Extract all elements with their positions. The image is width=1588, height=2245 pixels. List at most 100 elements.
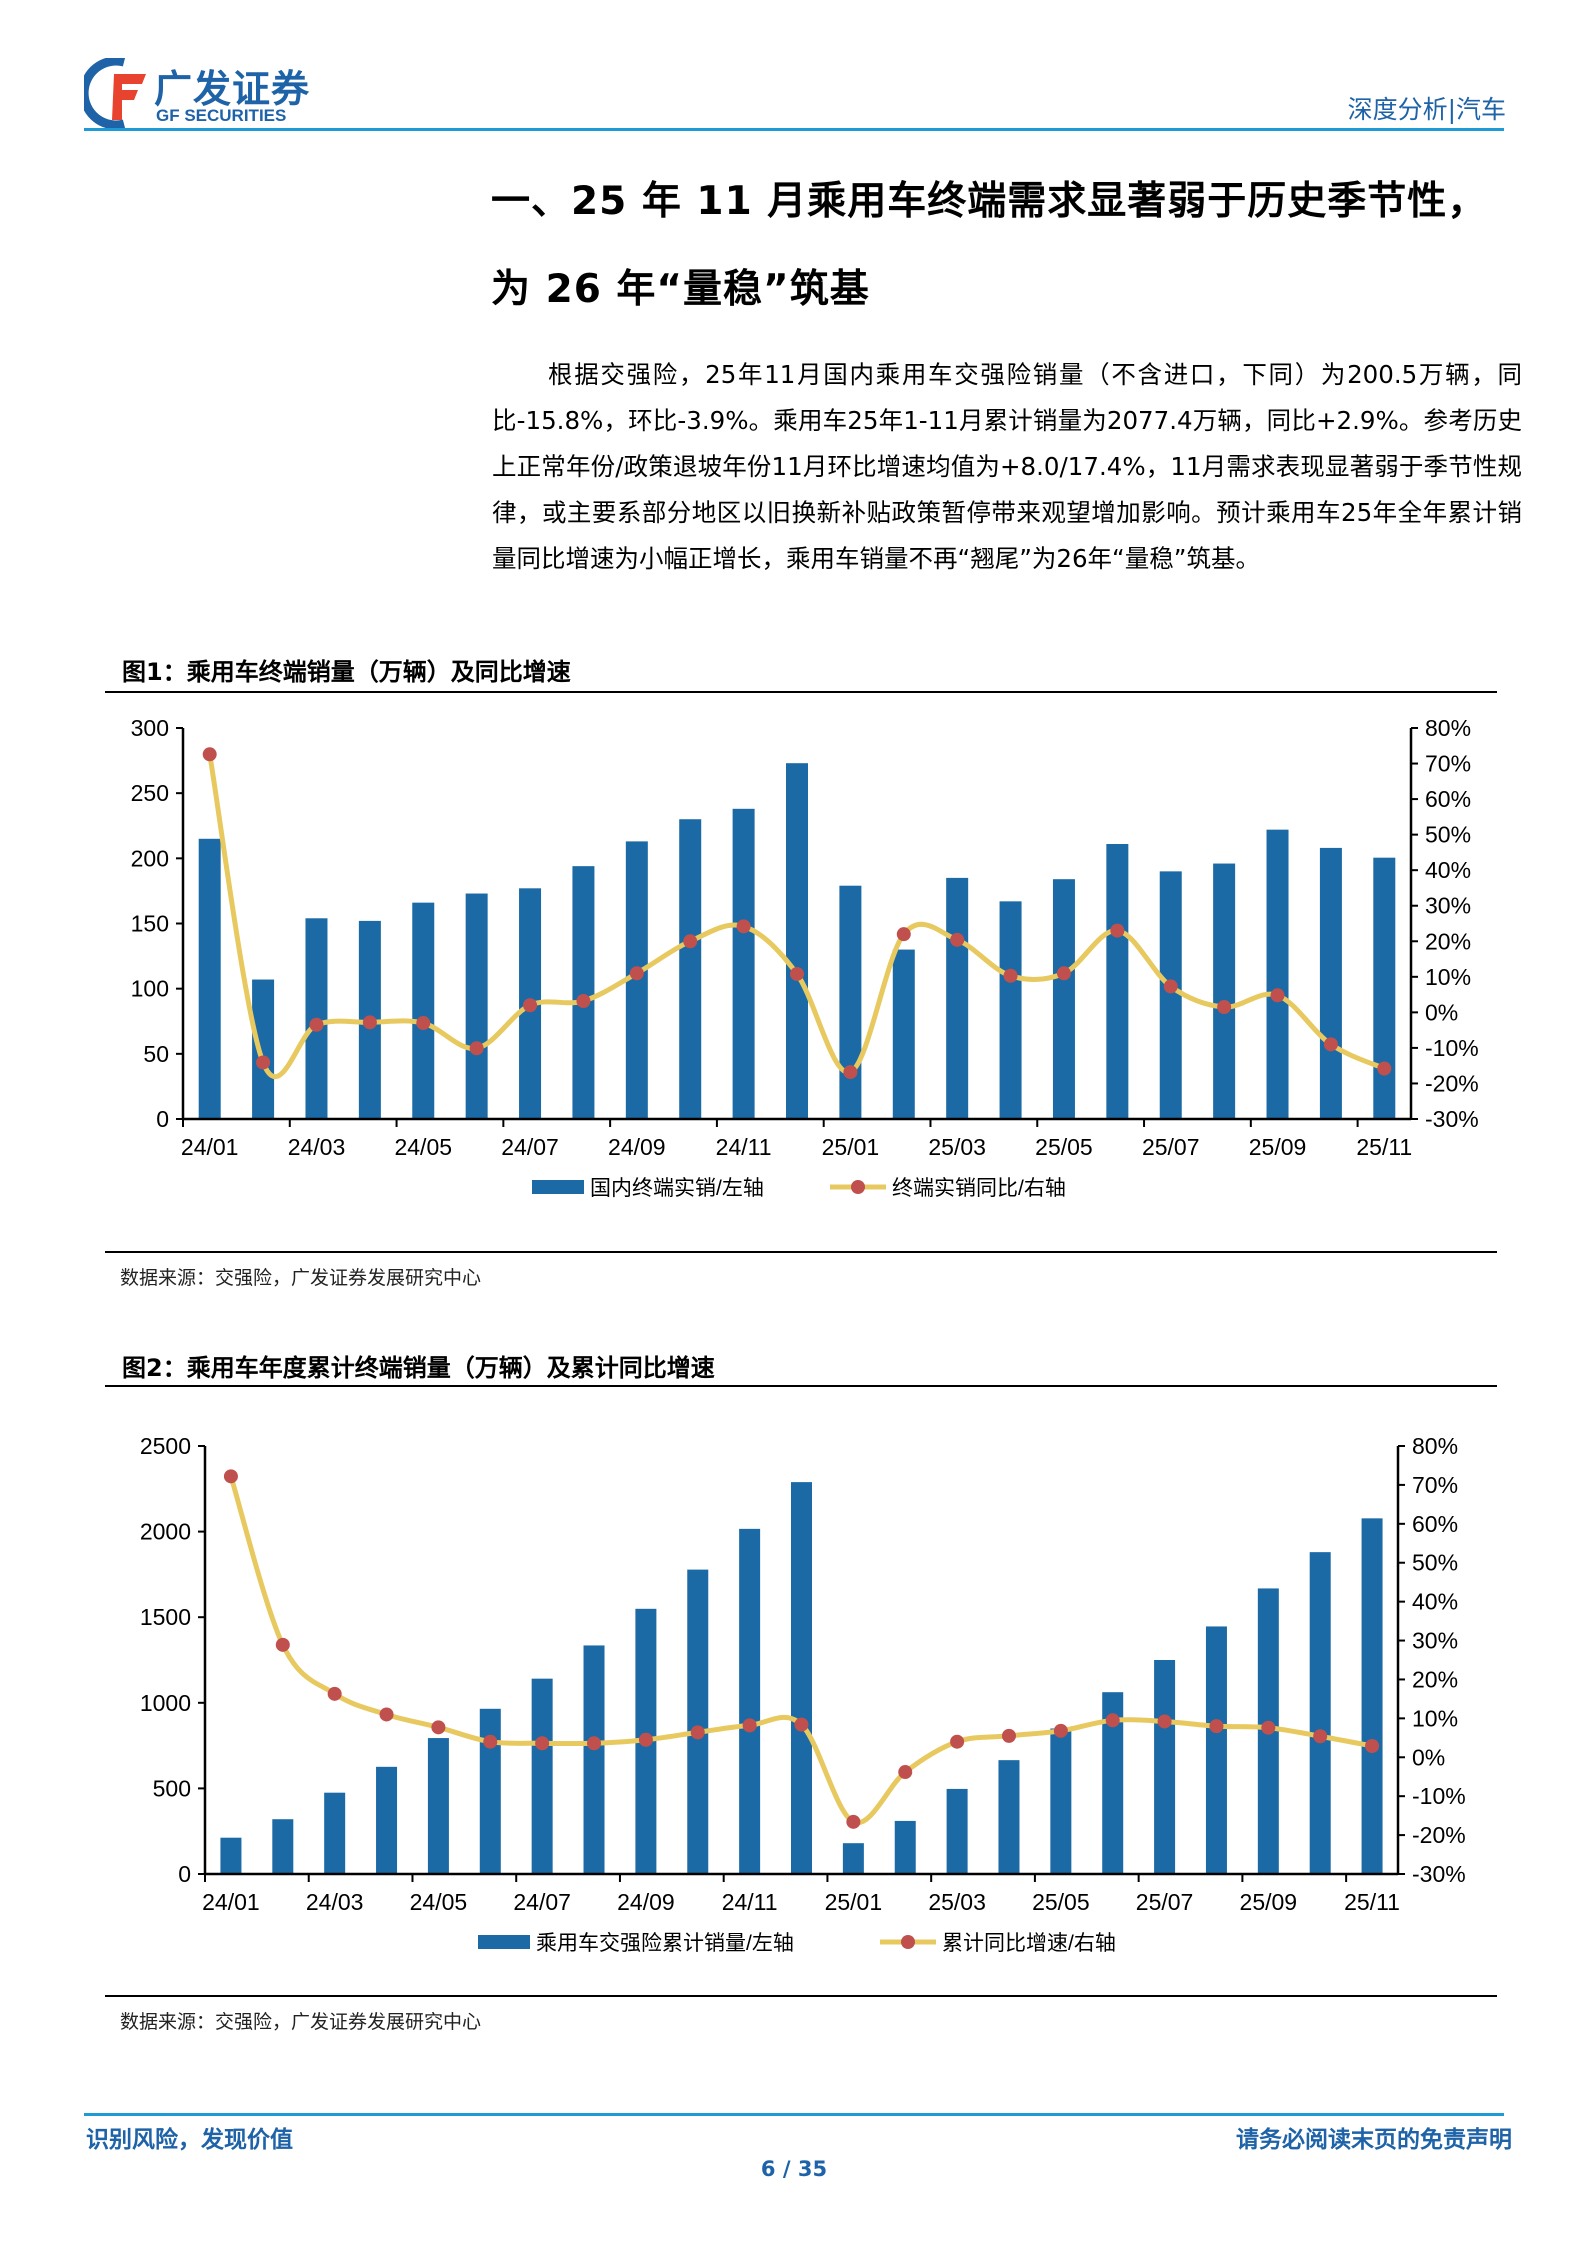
left-tick-label: 100 [131,976,169,1002]
section-title-line1: 一、25 年 11 月乘用车终端需求显著弱于历史季节性， [491,179,1488,224]
legend-line-label: 终端实销同比/右轴 [892,1177,1066,1200]
yoy-point-24/10 [683,934,698,949]
bar-25/06 [1106,843,1129,1119]
yoy-point-25/11 [1365,1738,1380,1753]
bar-25/07 [1154,1660,1176,1874]
bar-24/08 [572,866,595,1119]
footer-disclaimer-link[interactable]: 请务必阅读末页的免责声明 [1236,2127,1512,2153]
bar-25/03 [946,877,969,1119]
figure1-source: 数据来源：交强险，广发证券发展研究中心 [120,1267,482,1289]
bar-24/05 [427,1738,449,1874]
right-tick-label: 0% [1412,1744,1445,1770]
bar-25/08 [1205,1626,1227,1874]
yoy-point-25/09 [1261,1720,1276,1735]
right-tick-label: 80% [1425,715,1471,741]
bar-24/10 [679,819,702,1119]
figure1-bottom-rule [105,1251,1497,1253]
right-tick-label: 60% [1425,786,1471,812]
yoy-point-25/04 [1003,968,1018,983]
yoy-point-25/01 [843,1065,858,1080]
bar-25/04 [998,1760,1020,1874]
x-tick-label: 24/01 [202,1889,260,1915]
bar-25/10 [1309,1552,1331,1874]
x-tick-label: 25/03 [928,1134,986,1160]
right-tick-label: 0% [1425,999,1458,1025]
yoy-point-25/01 [846,1814,861,1829]
figure2-top-rule [105,1385,1497,1387]
x-tick-label: 24/11 [722,1889,778,1915]
yoy-point-24/11 [742,1718,757,1733]
right-tick-label: -10% [1425,1035,1479,1061]
legend-bar-swatch [532,1180,584,1194]
left-tick-label: 2000 [140,1519,191,1545]
yoy-point-24/06 [469,1041,484,1056]
right-tick-label: 30% [1412,1628,1458,1654]
legend-line-marker [851,1180,865,1194]
right-tick-label: 20% [1425,928,1471,954]
yoy-point-25/05 [1053,1723,1068,1738]
yoy-point-24/03 [327,1686,342,1701]
right-tick-label: 70% [1425,751,1471,777]
legend-bar-label: 乘用车交强险累计销量/左轴 [536,1932,794,1955]
logo-text-en: GF SECURITIES [156,106,287,125]
yoy-point-24/07 [523,998,538,1013]
right-tick-label: 30% [1425,893,1471,919]
x-tick-label: 25/09 [1249,1134,1307,1160]
left-tick-label: 0 [156,1106,169,1132]
yoy-point-25/02 [898,1765,913,1780]
footer-divider [84,2113,1504,2116]
bar-25/11 [1373,857,1396,1119]
yoy-point-24/01 [223,1469,238,1484]
yoy-point-24/04 [362,1015,377,1030]
section-label: 深度分析|汽车 [1347,95,1506,124]
yoy-point-24/08 [576,993,591,1008]
right-tick-label: -20% [1412,1822,1466,1848]
left-tick-label: 1000 [140,1690,191,1716]
x-tick-label: 25/09 [1240,1889,1298,1915]
yoy-point-24/05 [416,1016,431,1031]
bar-24/05 [412,902,435,1119]
right-tick-label: 10% [1412,1705,1458,1731]
bar-25/05 [1050,1728,1072,1874]
x-tick-label: 24/05 [410,1889,468,1915]
figure1-title: 图1：乘用车终端销量（万辆）及同比增速 [122,658,571,686]
bar-25/03 [946,1788,968,1874]
footer-slogan: 识别风险，发现价值 [86,2127,293,2153]
yoy-point-25/11 [1377,1061,1392,1076]
bar-24/11 [732,808,755,1119]
bar-24/01 [220,1837,242,1874]
figure2-bottom-rule [105,1995,1497,1997]
yoy-point-24/02 [275,1637,290,1652]
yoy-point-24/02 [256,1055,271,1070]
yoy-point-25/02 [896,927,911,942]
x-tick-label: 25/07 [1136,1889,1194,1915]
bar-25/04 [999,901,1022,1119]
yoy-point-25/09 [1270,988,1285,1003]
bar-24/06 [465,893,488,1119]
gf-securities-logo: 广发证券 GF SECURITIES [84,58,344,128]
x-tick-label: 24/11 [716,1134,772,1160]
figure1-top-rule [105,691,1497,693]
logo-text-cn: 广发证券 [154,67,311,111]
x-tick-label: 25/11 [1344,1889,1400,1915]
yoy-point-24/10 [690,1725,705,1740]
right-tick-label: -30% [1425,1106,1479,1132]
bar-24/06 [479,1708,501,1874]
right-tick-label: 60% [1412,1511,1458,1537]
bar-24/10 [687,1569,709,1874]
bar-25/02 [892,949,915,1119]
yoy-point-24/01 [202,747,217,762]
legend-line-marker [901,1935,915,1949]
yoy-point-24/11 [736,919,751,934]
right-tick-label: 50% [1412,1550,1458,1576]
x-tick-label: 24/09 [617,1889,675,1915]
yoy-point-25/10 [1323,1037,1338,1052]
logo-mark-icon [84,58,146,128]
x-tick-label: 24/03 [288,1134,346,1160]
x-tick-label: 24/09 [608,1134,666,1160]
yoy-point-24/12 [794,1717,809,1732]
x-tick-label: 24/07 [501,1134,559,1160]
figure1-chart: 0 50 100 150 200 250 300 -30% -20% -10% 0% 10% 20% 30… [131,715,1479,1200]
left-tick-label: 2500 [140,1433,191,1459]
bar-24/02 [252,979,275,1119]
